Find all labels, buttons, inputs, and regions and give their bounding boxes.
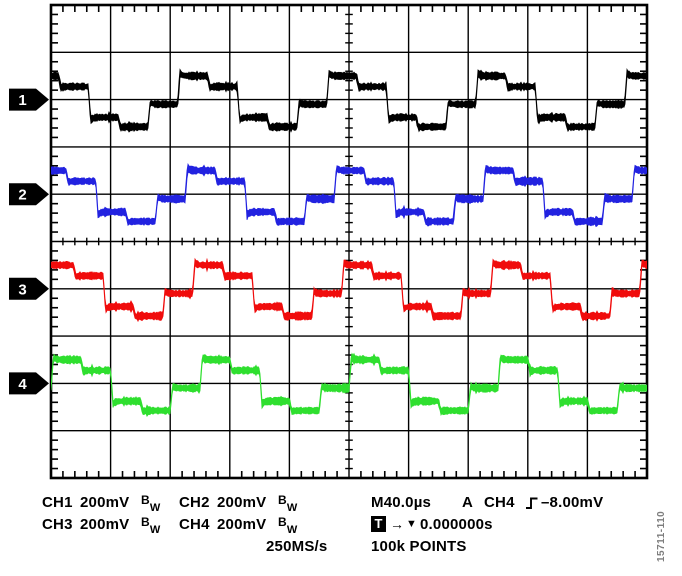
ch4-label: CH4 xyxy=(179,516,210,533)
waveform-trace-ch2 xyxy=(51,162,647,228)
record-length-readout: 100k POINTS xyxy=(371,538,467,555)
rising-edge-icon xyxy=(526,497,538,509)
waveform-trace-ch4 xyxy=(51,352,647,418)
bw-b: B xyxy=(141,493,150,507)
trigger-level-readout: –8.00mV xyxy=(541,494,604,511)
ch4-scale: 200mV xyxy=(217,516,267,533)
ch3-scale: 200mV xyxy=(80,516,130,533)
channel-marker-3 xyxy=(9,277,49,300)
channel-marker-1 xyxy=(9,88,49,111)
bw-b: B xyxy=(278,515,287,529)
trigger-marker-icon: ▼ xyxy=(406,518,418,530)
ch1-scale: 200mV xyxy=(80,494,130,511)
bw-w: W xyxy=(286,524,298,536)
bw-w: W xyxy=(149,524,161,536)
ch1-label: CH1 xyxy=(42,494,73,511)
channel-marker-2 xyxy=(9,183,49,206)
channel-marker-number-1: 1 xyxy=(18,92,26,109)
figure-number: 15711-110 xyxy=(656,510,667,562)
channel-marker-4 xyxy=(9,372,49,395)
ch2-bandwidth-limit-indicator: BW xyxy=(278,493,298,514)
timebase-readout: M40.0µs xyxy=(371,494,432,511)
sample-rate-readout: 250MS/s xyxy=(266,538,328,555)
bw-w: W xyxy=(149,502,161,514)
bw-w: W xyxy=(286,502,298,514)
trigger-position-readout: 0.000000s xyxy=(420,516,493,533)
trigger-indicator-box: T xyxy=(371,516,386,532)
ch2-scale: 200mV xyxy=(217,494,267,511)
ch2-label: CH2 xyxy=(179,494,210,511)
ch3-label: CH3 xyxy=(42,516,73,533)
ch3-bandwidth-limit-indicator: BW xyxy=(141,515,161,536)
trigger-indicator-letter: T xyxy=(374,516,383,531)
bw-b: B xyxy=(278,493,287,507)
ch1-bandwidth-limit-indicator: BW xyxy=(141,493,161,514)
waveform-trace-ch1 xyxy=(51,67,647,133)
waveform-trace-ch3 xyxy=(51,257,647,323)
channel-marker-number-3: 3 xyxy=(18,281,26,298)
channel-marker-number-4: 4 xyxy=(18,376,27,393)
scope-display: 1 2 3 4 xyxy=(9,3,649,480)
bw-b: B xyxy=(141,515,150,529)
channel-marker-number-2: 2 xyxy=(18,187,26,204)
trigger-mode: A xyxy=(462,494,474,511)
graticule-border xyxy=(49,3,649,480)
ch4-bandwidth-limit-indicator: BW xyxy=(278,515,298,536)
trigger-position-arrow-icon: → xyxy=(390,516,405,532)
trigger-source: CH4 xyxy=(484,494,515,511)
